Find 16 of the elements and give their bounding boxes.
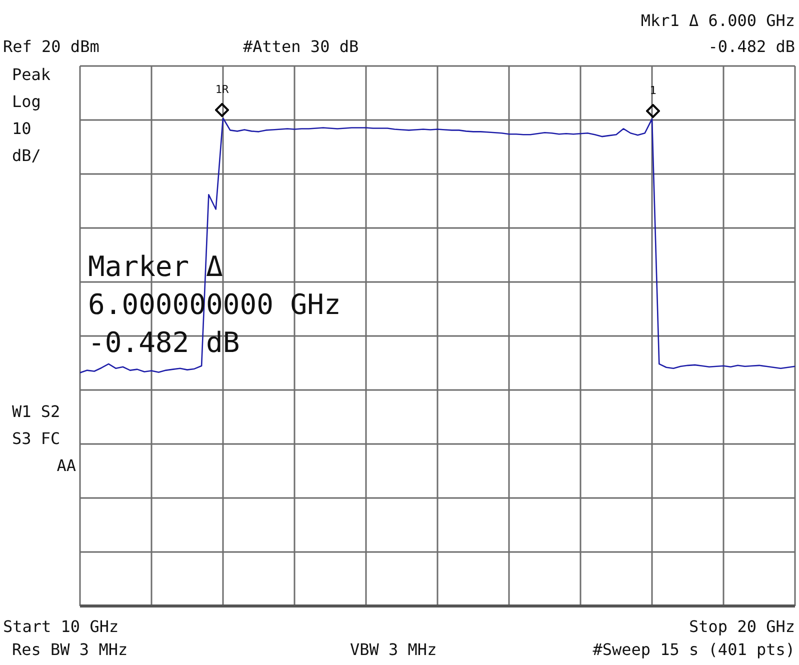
text: dB/ xyxy=(12,146,41,165)
text: 10 xyxy=(12,119,32,138)
text: Peak xyxy=(12,65,51,84)
text: #Sweep 15 s (401 pts) xyxy=(592,640,795,659)
text: Log xyxy=(12,92,41,111)
text: W1 S2 xyxy=(12,402,60,421)
text: S3 FC xyxy=(12,429,60,448)
text: Ref 20 dBm xyxy=(3,37,100,56)
text: Start 10 GHz xyxy=(3,617,119,636)
text: -0.482 dB xyxy=(708,37,795,56)
text: Stop 20 GHz xyxy=(689,617,795,636)
text: VBW 3 MHz xyxy=(350,640,437,659)
text: Res BW 3 MHz xyxy=(12,640,128,659)
text: Mkr1 Δ 6.000 GHz xyxy=(640,11,795,30)
text: #Atten 30 dB xyxy=(243,37,359,56)
text: AA xyxy=(56,456,76,475)
